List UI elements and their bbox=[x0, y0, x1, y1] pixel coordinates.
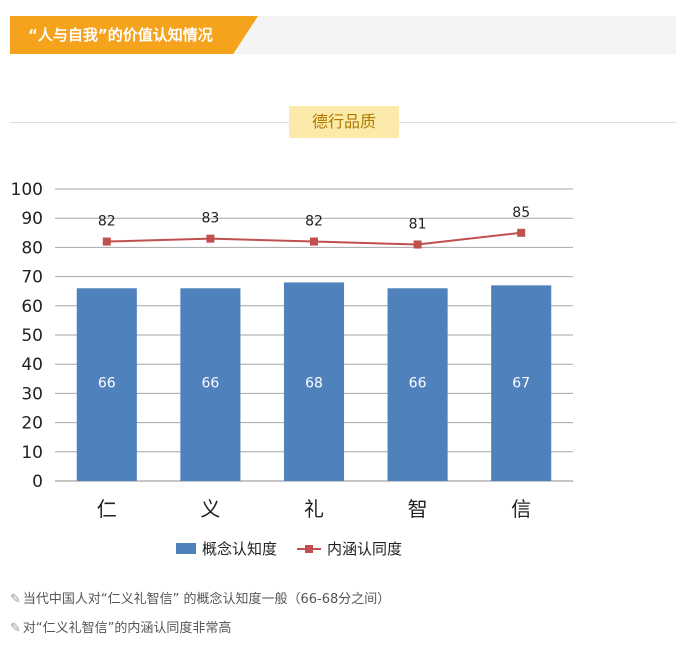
legend-swatch-marker bbox=[305, 545, 313, 553]
line-point bbox=[413, 240, 422, 249]
bar bbox=[283, 282, 345, 481]
x-tick-label: 信 bbox=[511, 497, 531, 521]
bar-series: 66 66 68 66 67 bbox=[76, 282, 552, 481]
line-data-label: 82 bbox=[98, 214, 116, 230]
y-tick-label: 10 bbox=[21, 443, 43, 463]
line-point bbox=[102, 237, 111, 246]
note-text: 对“仁义礼智信”的内涵认同度非常高 bbox=[22, 621, 232, 636]
x-axis: 仁义礼智信 bbox=[97, 497, 531, 521]
note-text: 当代中国人对“仁义礼智信” 的概念认知度一般（66-68分之间） bbox=[22, 592, 391, 607]
y-tick-label: 60 bbox=[21, 297, 43, 317]
y-tick-label: 20 bbox=[21, 414, 43, 434]
y-tick-label: 30 bbox=[21, 384, 43, 404]
x-tick-label: 智 bbox=[408, 497, 428, 521]
x-tick-label: 礼 bbox=[304, 497, 324, 521]
bar-data-label: 66 bbox=[409, 376, 427, 392]
line-point bbox=[206, 234, 215, 243]
note-1: ✎ 当代中国人对“仁义礼智信” 的概念认知度一般（66-68分之间） bbox=[10, 588, 390, 607]
legend-label: 概念认知度 bbox=[202, 540, 277, 558]
y-tick-label: 90 bbox=[21, 209, 43, 229]
page-title: “人与自我”的价值认知情况 bbox=[28, 26, 213, 44]
pencil-icon: ✎ bbox=[10, 592, 21, 607]
section-label: 德行品质 bbox=[289, 106, 399, 138]
bar bbox=[387, 288, 448, 481]
bar-data-label: 67 bbox=[512, 376, 530, 392]
y-tick-label: 0 bbox=[32, 472, 43, 492]
legend-swatch-bar bbox=[176, 543, 196, 554]
line-point bbox=[310, 237, 318, 246]
x-tick-label: 仁 bbox=[97, 497, 117, 521]
y-tick-label: 40 bbox=[21, 355, 43, 375]
y-tick-label: 70 bbox=[21, 268, 43, 288]
y-axis: 0 10 20 30 40 50 60 70 80 90 100 bbox=[11, 180, 43, 492]
pencil-icon: ✎ bbox=[10, 621, 21, 636]
line-data-label: 83 bbox=[201, 211, 219, 227]
note-2: ✎ 对“仁义礼智信”的内涵认同度非常高 bbox=[10, 617, 231, 636]
line-data-label: 81 bbox=[409, 216, 427, 232]
legend-label: 内涵认同度 bbox=[327, 540, 402, 558]
bar bbox=[180, 288, 241, 481]
line-data-label: 82 bbox=[305, 214, 323, 230]
line-point bbox=[517, 228, 526, 237]
bar-data-label: 66 bbox=[201, 376, 219, 392]
legend: 概念认知度 内涵认同度 bbox=[176, 540, 402, 558]
bar-data-label: 68 bbox=[305, 376, 323, 392]
bar-data-label: 66 bbox=[98, 376, 116, 392]
y-tick-label: 100 bbox=[11, 180, 43, 200]
line-data-label: 85 bbox=[512, 205, 530, 221]
y-tick-label: 50 bbox=[21, 326, 43, 346]
header-tab bbox=[10, 16, 258, 54]
line-series: 82 83 82 81 85 bbox=[98, 205, 530, 249]
bar bbox=[76, 288, 137, 481]
bar bbox=[491, 285, 552, 481]
y-tick-label: 80 bbox=[21, 238, 43, 258]
x-tick-label: 义 bbox=[200, 497, 220, 521]
